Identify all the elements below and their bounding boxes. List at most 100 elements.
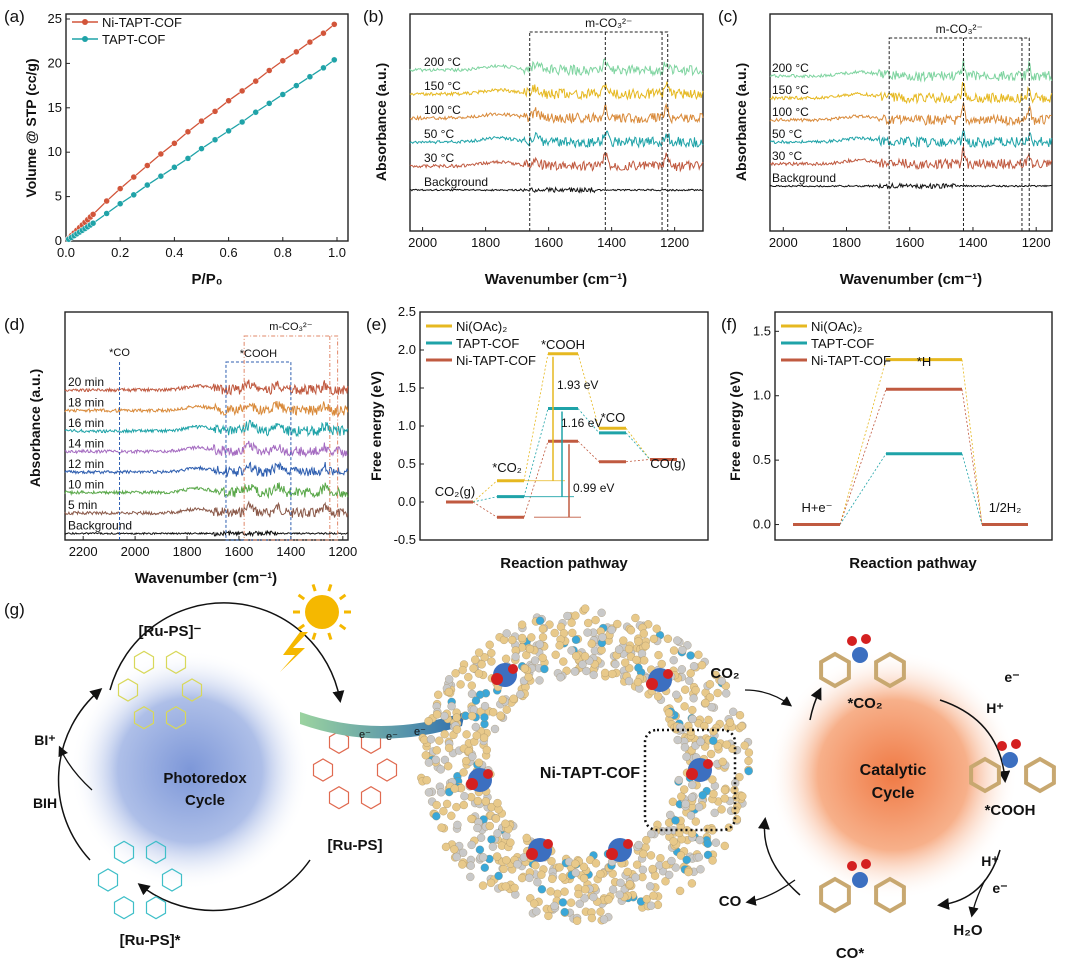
x-tick-label: 1.0 [328, 245, 346, 260]
spectrum-label: 200 °C [772, 61, 809, 75]
y-tick-label: 0.0 [398, 494, 416, 509]
connector [839, 359, 887, 525]
ru-ps-minus-label: [Ru-PS]⁻ [139, 623, 202, 640]
spectrum-3 [409, 130, 704, 149]
catalytic-cycle-bg [768, 650, 1018, 900]
atom [537, 870, 546, 879]
data-point [211, 108, 219, 115]
phenyl-ring [874, 651, 906, 689]
atom [478, 881, 488, 890]
atom [689, 662, 699, 671]
atom [706, 749, 716, 759]
atom [722, 689, 731, 698]
spectrum-7 [64, 529, 348, 538]
x-tick-label: 0.2 [111, 245, 129, 260]
atom [486, 878, 496, 888]
atom [707, 702, 716, 712]
spectrum-label: 30 °C [772, 149, 802, 163]
data-point [103, 197, 110, 205]
atom [431, 755, 440, 764]
x-axis-label: Reaction pathway [500, 555, 628, 572]
ru-complex-structure [312, 730, 398, 810]
legend-label: TAPT-COF [456, 336, 519, 351]
atom [684, 867, 693, 877]
x-tick-label: 1200 [328, 544, 357, 559]
atom [682, 752, 691, 761]
oxygen-atom [543, 839, 553, 849]
atom [525, 644, 535, 654]
atom [424, 788, 434, 797]
atom [422, 776, 431, 785]
pyridine-ring [145, 840, 167, 864]
atom [672, 690, 681, 699]
h2o-label: H₂O [953, 922, 982, 939]
spectrum-1 [64, 400, 349, 418]
atom [480, 713, 489, 722]
atom [624, 644, 634, 654]
connector [523, 441, 549, 518]
spectrum-2 [409, 102, 704, 125]
atom [571, 611, 580, 620]
atom [652, 624, 661, 633]
connector [577, 440, 600, 463]
atom [450, 784, 459, 793]
y-tick-label: 1.5 [753, 323, 771, 338]
data-point [89, 219, 97, 227]
atom [547, 857, 556, 866]
atom [695, 835, 704, 845]
connector [839, 453, 887, 525]
atom [487, 657, 496, 666]
ru-ps-star-label: [Ru-PS]* [120, 932, 181, 949]
data-point [116, 185, 124, 192]
atom [480, 653, 489, 662]
atom [604, 895, 613, 904]
atom [717, 805, 726, 814]
co2-label: CO₂ [710, 665, 739, 682]
atom [591, 859, 601, 868]
panel-label: (c) [718, 7, 738, 26]
annotation-label: m-CO₃²⁻ [585, 16, 632, 30]
atom [559, 657, 568, 666]
data-point [198, 117, 205, 125]
atom [560, 907, 569, 917]
legend-label: Ni(OAc)₂ [811, 319, 862, 334]
atom [502, 705, 511, 714]
atom [432, 746, 441, 755]
sun-ray [311, 583, 317, 592]
atom [744, 766, 753, 776]
atom [485, 821, 494, 831]
x-axis-label: Reaction pathway [849, 555, 977, 572]
atom [506, 838, 515, 847]
x-tick-label: 1600 [224, 544, 253, 559]
panel-label: (e) [366, 315, 387, 334]
x-tick-label: 1800 [471, 235, 500, 250]
atom [703, 850, 713, 860]
connector [472, 501, 498, 518]
spectrum-label: 5 min [68, 498, 97, 512]
atom [467, 689, 477, 699]
atom [432, 710, 442, 719]
spectrum-5 [769, 182, 1052, 190]
atom [711, 838, 721, 847]
x-axis-label: Wavenumber (cm⁻¹) [485, 271, 627, 288]
legend-label: Ni-TAPT-COF [456, 353, 536, 368]
spectrum-label: 50 °C [424, 127, 454, 141]
atom [696, 737, 705, 746]
spectrum-label: 50 °C [772, 127, 802, 141]
atom [709, 736, 718, 745]
h-plus-label: H⁺ [986, 700, 1004, 716]
atom [711, 670, 720, 680]
oxygen-atom [646, 678, 658, 690]
atom [634, 663, 643, 672]
spectrum-label: 30 °C [424, 151, 454, 165]
chart-d: (d) 20 min 18 min 16 min 14 min 12 min 10 min 5… [4, 311, 357, 587]
atom [671, 816, 680, 825]
atom [571, 868, 580, 877]
atom [589, 670, 598, 680]
oxygen-atom [526, 848, 538, 860]
y-tick-label: 25 [48, 11, 62, 26]
cycle-arrow [939, 699, 1011, 783]
atom [468, 711, 477, 721]
data-point [184, 128, 192, 136]
pyridine-ring [113, 896, 135, 920]
